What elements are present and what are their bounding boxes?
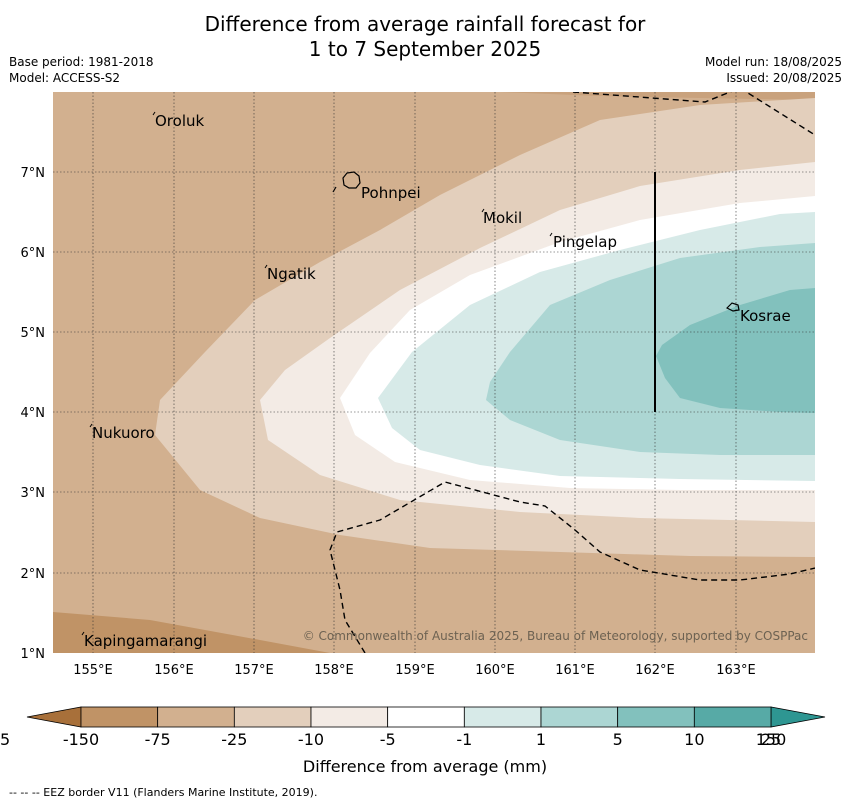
place-kosrae: Kosrae (740, 307, 791, 325)
contour-band-bottom (53, 612, 330, 653)
lon-label-156: 156°E (154, 663, 194, 678)
colorbar-segments (80, 706, 772, 728)
lat-label-3: 3°N (21, 486, 46, 501)
colorbar-tick-label: 150 (756, 730, 787, 749)
colorbar-tick-label: -10 (298, 730, 324, 749)
contour-band-teal-3 (656, 288, 815, 413)
meta-left: Base period: 1981-2018 Model: ACCESS-S2 (9, 54, 154, 86)
lon-label-158: 158°E (314, 663, 354, 678)
lat-label-7: 7°N (21, 166, 46, 181)
colorbar-tick-label: 5 (613, 730, 623, 749)
lon-label-155: 155°E (73, 663, 113, 678)
place-ngatik: Ngatik (267, 265, 316, 283)
meta-right: Model run: 18/08/2025 Issued: 20/08/2025 (705, 54, 842, 86)
colorbar-segment (463, 706, 542, 728)
colorbar-segment (80, 706, 159, 728)
lon-label-161: 161°E (555, 663, 595, 678)
lon-label-163: 163°E (716, 663, 756, 678)
colorbar-right-extension (770, 706, 826, 728)
place-nukuoro: Nukuoro (92, 424, 155, 442)
lon-label-157: 157°E (234, 663, 274, 678)
colorbar-tick-label: 10 (684, 730, 704, 749)
chart-title: Difference from average rainfall forecas… (0, 12, 850, 62)
kosrae-island (725, 302, 740, 312)
colorbar-label: Difference from average (mm) (303, 757, 547, 776)
lat-label-5: 5°N (21, 326, 46, 341)
colorbar-tick-label: 25 (761, 730, 781, 749)
lon-label-159: 159°E (395, 663, 435, 678)
place-pingelap: Pingelap (553, 233, 617, 251)
pohnpei-reef (332, 186, 337, 193)
map-area: Oroluk Pohnpei Mokil Pingelap Ngatik Kos… (53, 92, 815, 653)
colorbar-tick-label: -75 (145, 730, 171, 749)
colorbar-segment (310, 706, 389, 728)
lon-label-162: 162°E (635, 663, 675, 678)
colorbar-segment (387, 706, 465, 728)
place-markers (81, 111, 553, 636)
eez-border (329, 92, 815, 653)
place-mokil: Mokil (483, 209, 522, 227)
pohnpei-island (342, 171, 361, 189)
colorbar-tick-label: -150 (63, 730, 99, 749)
colorbar-tick-label: 75 (0, 730, 10, 749)
colorbar-tick-label: -25 (221, 730, 247, 749)
base-period: Base period: 1981-2018 (9, 55, 154, 69)
colorbar-segment (693, 706, 772, 728)
colorbar: -150 -75 -25 -10 -5 -1 1 5 10 25 75 150 Difference … (0, 706, 826, 776)
footer-note: -- -- -- EEZ border V11 (Flanders Marine… (9, 786, 318, 799)
lon-axis: 155°E 156°E 157°E 158°E 159°E 160°E 161°… (73, 663, 756, 678)
lat-label-2: 2°N (21, 567, 46, 582)
colorbar-tick-label: 1 (536, 730, 546, 749)
place-pohnpei: Pohnpei (361, 184, 421, 202)
title-line-2: 1 to 7 September 2025 (308, 37, 542, 61)
title-line-1: Difference from average rainfall forecas… (204, 12, 646, 36)
model-run: Model run: 18/08/2025 (704, 55, 842, 69)
colorbar-segment (617, 706, 695, 728)
lat-label-4: 4°N (21, 406, 46, 421)
place-kapingamarangi: Kapingamarangi (84, 632, 207, 650)
colorbar-tick-label: -1 (456, 730, 472, 749)
lat-label-6: 6°N (21, 246, 46, 261)
colorbar-tick-labels: -150 -75 -25 -10 -5 -1 1 5 10 25 75 150 (0, 730, 786, 749)
issued-date: Issued: 20/08/2025 (726, 71, 842, 85)
lat-label-1: 1°N (21, 647, 46, 662)
contour-band-darker-top (500, 92, 815, 100)
colorbar-left-extension (26, 706, 82, 728)
lat-axis: 7°N 6°N 5°N 4°N 3°N 2°N 1°N (21, 166, 46, 662)
colorbar-segment (233, 706, 312, 728)
lon-label-160: 160°E (475, 663, 515, 678)
colorbar-segment (157, 706, 235, 728)
copyright-notice: © Commonwealth of Australia 2025, Bureau… (303, 629, 808, 643)
colorbar-segment (540, 706, 619, 728)
colorbar-tick-label: -5 (380, 730, 396, 749)
model-name: Model: ACCESS-S2 (9, 71, 121, 85)
place-oroluk: Oroluk (155, 112, 204, 130)
